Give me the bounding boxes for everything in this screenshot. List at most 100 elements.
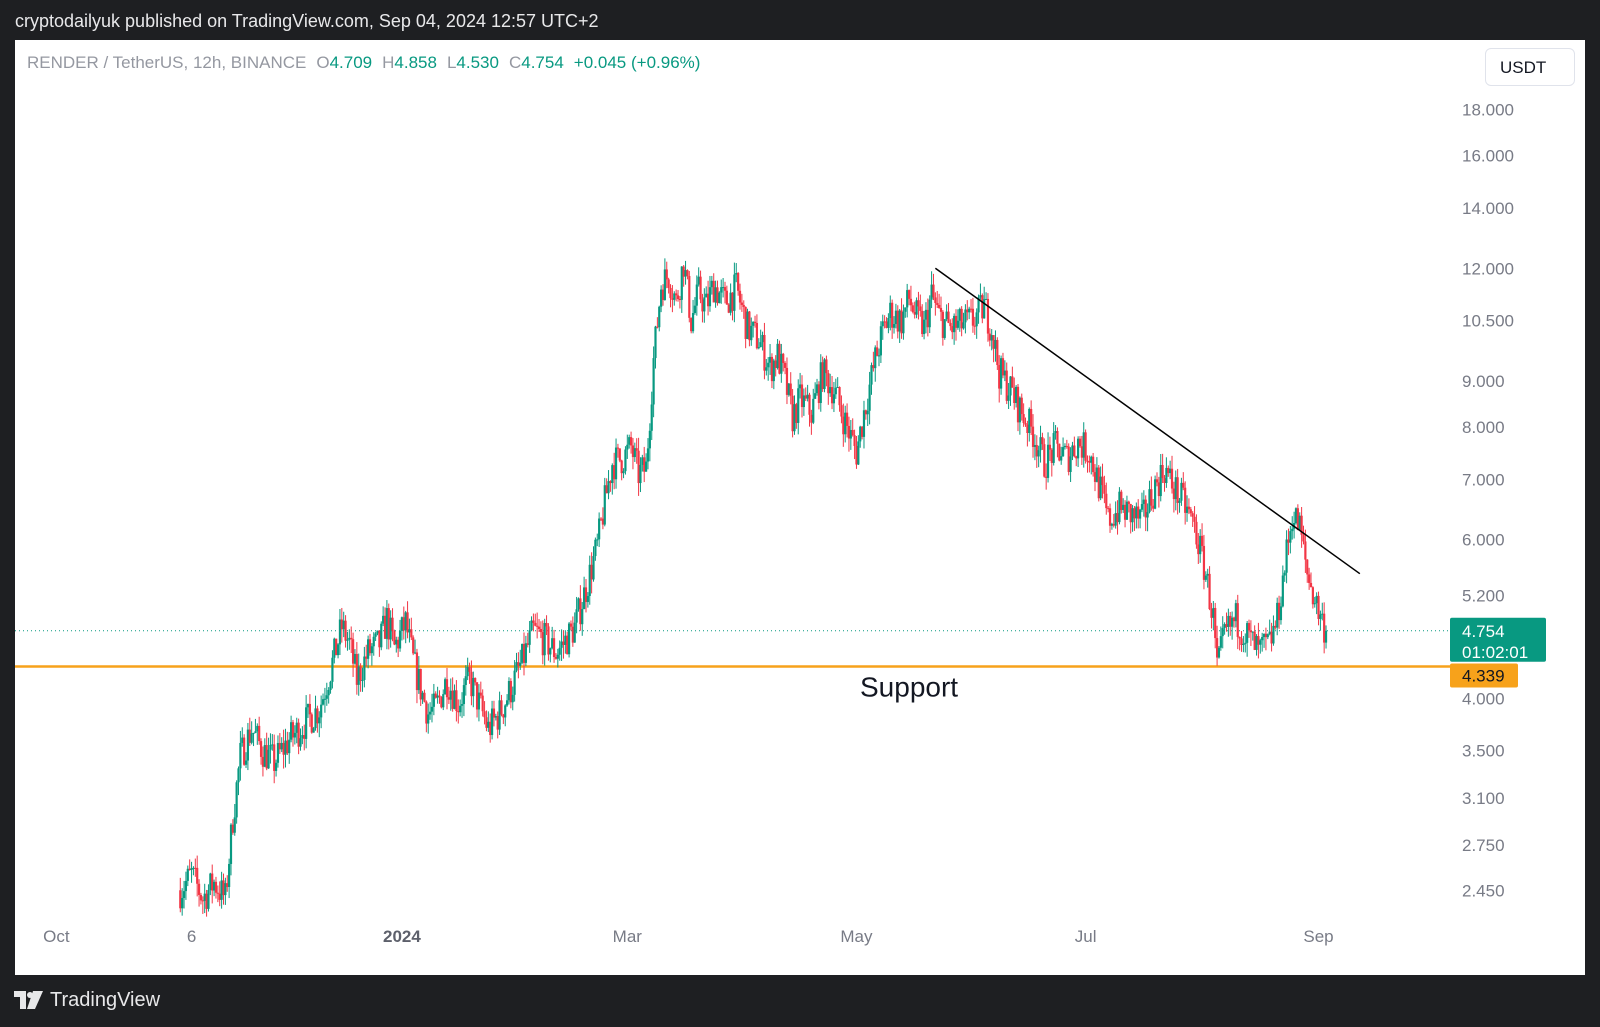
candle	[1246, 620, 1249, 657]
candle	[778, 340, 781, 375]
candle-body	[511, 694, 514, 703]
candle-body	[1138, 509, 1142, 519]
candle	[802, 388, 805, 416]
candle-body	[665, 269, 668, 280]
candle-body	[977, 297, 980, 313]
candle-body	[667, 279, 670, 288]
candle-body	[372, 636, 375, 647]
candle-body	[316, 708, 319, 724]
candle	[252, 732, 255, 747]
candle-body	[519, 662, 522, 666]
candle	[737, 272, 740, 296]
candle	[502, 713, 505, 725]
candle	[1215, 625, 1219, 666]
candle-body	[186, 868, 189, 881]
candle	[284, 728, 287, 768]
candle	[479, 681, 482, 699]
candle	[1184, 481, 1187, 525]
candle-body	[575, 609, 578, 623]
candle	[327, 687, 330, 704]
candle-body	[214, 881, 218, 893]
candle	[1298, 512, 1301, 531]
candle	[770, 353, 774, 389]
candle	[1199, 529, 1202, 563]
candle-body	[502, 714, 505, 718]
candle	[1103, 475, 1106, 504]
candle	[490, 700, 494, 740]
candle-body	[999, 358, 1003, 389]
candle	[868, 371, 871, 425]
candle-body	[936, 303, 939, 305]
candle	[996, 337, 999, 370]
candle	[254, 718, 257, 734]
candle-body	[436, 695, 439, 698]
candle-body	[1122, 504, 1125, 511]
support-tag-bg	[1450, 663, 1518, 688]
candle-body	[1191, 513, 1194, 517]
candle	[241, 727, 244, 747]
candle-body	[211, 873, 214, 891]
candle-body	[759, 342, 762, 348]
price-chart[interactable]: 2.450 2.750 3.100 3.500 4.000 5.200 6.000 7.000…	[15, 40, 1585, 975]
candle-body	[1185, 506, 1189, 513]
candle-body	[564, 635, 567, 645]
candle-body	[404, 612, 407, 631]
candle	[624, 446, 627, 475]
candle	[1270, 622, 1273, 652]
candle-body	[1319, 614, 1322, 619]
candle	[560, 629, 563, 661]
candle-body	[203, 893, 206, 901]
candle-body	[1174, 477, 1177, 500]
level-lines	[15, 630, 1450, 668]
candle	[1026, 420, 1029, 447]
candle	[586, 592, 589, 608]
candle-body	[1274, 625, 1277, 628]
candle	[301, 726, 304, 745]
candle	[1095, 457, 1098, 483]
candle-body	[259, 741, 263, 757]
candle	[1069, 447, 1072, 482]
candle	[1043, 438, 1046, 478]
candle	[909, 285, 913, 312]
candle	[1182, 472, 1185, 491]
candle-body	[624, 449, 627, 472]
candle-body	[821, 362, 824, 390]
candle	[960, 306, 963, 337]
candle-body	[1093, 472, 1097, 482]
currency-button[interactable]: USDT	[1485, 48, 1575, 86]
publish-line: cryptodailyuk published on TradingView.c…	[15, 11, 599, 31]
candle	[312, 726, 315, 733]
candle	[344, 615, 347, 648]
candle	[351, 632, 355, 677]
candle	[243, 734, 246, 766]
candle	[1306, 559, 1309, 583]
candle	[943, 319, 946, 340]
candle	[1274, 620, 1277, 630]
candle	[421, 690, 424, 704]
candle-body	[1125, 501, 1129, 520]
candle-body	[1092, 456, 1095, 473]
candle-body	[389, 617, 392, 640]
candle-body	[305, 707, 308, 739]
candle	[635, 438, 638, 464]
candle-body	[583, 587, 586, 610]
candle	[682, 265, 685, 287]
candle-body	[447, 697, 450, 700]
candle-body	[400, 617, 404, 631]
chart-panel[interactable]: 2.450 2.750 3.100 3.500 4.000 5.200 6.000 7.000…	[15, 40, 1585, 975]
candle	[357, 653, 360, 696]
candle-body	[1123, 504, 1127, 520]
candle	[1296, 504, 1299, 531]
candle	[902, 304, 905, 340]
candle-body	[834, 387, 837, 395]
candle	[954, 309, 958, 341]
candle-body	[522, 643, 526, 663]
candle-body	[1016, 386, 1020, 423]
candle-body	[607, 481, 610, 494]
candle	[430, 693, 434, 723]
candle-body	[1009, 376, 1012, 396]
candle-body	[911, 305, 914, 312]
candle	[979, 283, 982, 300]
candle	[235, 780, 238, 824]
candle-body	[1187, 506, 1191, 510]
